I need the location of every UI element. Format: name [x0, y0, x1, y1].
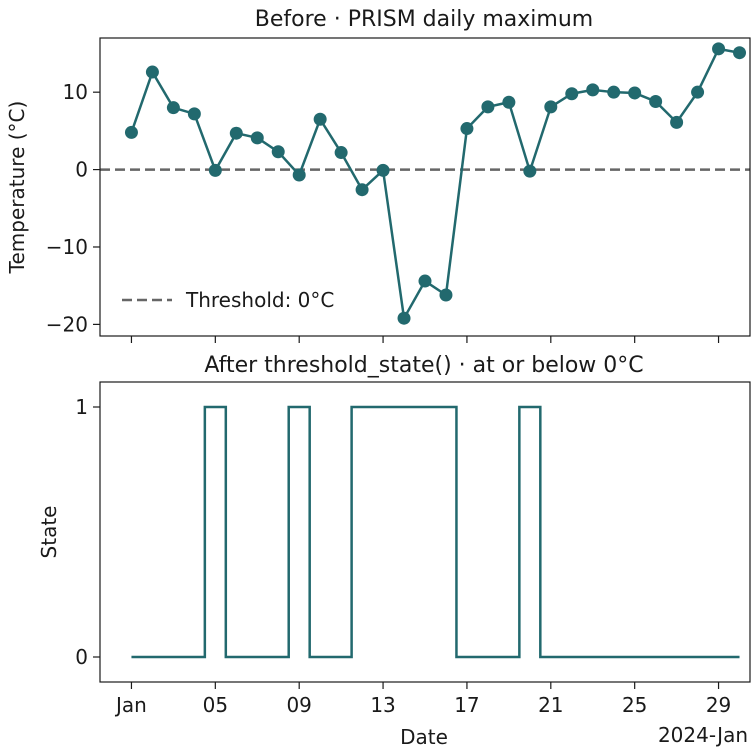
temperature-point [586, 83, 600, 97]
temperature-point [712, 42, 726, 56]
top-y-tick-label: 0 [75, 158, 88, 182]
temperature-point [124, 125, 138, 139]
temperature-point [733, 46, 747, 60]
temperature-point [649, 94, 663, 108]
top-chart-x-ticks [130, 336, 720, 343]
top-chart-ylabel: Temperature (°C) [5, 101, 29, 275]
temperature-series-points [124, 42, 747, 325]
temperature-point [229, 126, 243, 140]
temperature-point [628, 86, 642, 100]
temperature-point [607, 85, 621, 99]
temperature-point [565, 87, 579, 101]
temperature-point [544, 100, 558, 114]
temperature-point [670, 115, 684, 129]
temperature-point [166, 101, 180, 115]
bottom-x-tick-label: 05 [203, 693, 228, 717]
x-offset-label: 2024-Jan [658, 723, 748, 747]
temperature-point [418, 274, 432, 288]
legend: Threshold: 0°C [122, 288, 334, 312]
bottom-y-tick-label: 1 [75, 395, 88, 419]
bottom-chart-x-ticks: Jan 05 09 13 17 21 25 29 [114, 682, 731, 717]
bottom-chart-title: After threshold_state() · at or below 0°… [204, 353, 643, 378]
temperature-point [439, 288, 453, 302]
bottom-x-tick-label: Jan [114, 693, 147, 717]
temperature-series-line [130, 47, 740, 323]
temperature-point [292, 168, 306, 182]
bottom-x-tick-label: 13 [370, 693, 395, 717]
temperature-point [460, 122, 474, 136]
temperature-point [145, 65, 159, 79]
top-chart: Before · PRISM daily maximum Temperature… [5, 7, 751, 343]
top-chart-y-ticks: −20 −10 0 10 [46, 80, 100, 336]
top-chart-frame [99, 37, 751, 337]
top-y-tick-label: 10 [63, 80, 88, 104]
bottom-chart-ylabel: State [37, 506, 61, 559]
state-series-line [131, 405, 740, 659]
temperature-point [523, 164, 537, 178]
temperature-point [376, 163, 390, 177]
temperature-point [271, 145, 285, 159]
bottom-x-tick-label: 21 [538, 693, 563, 717]
temperature-point [481, 100, 495, 114]
temperature-point [208, 163, 222, 177]
temperature-point [250, 131, 264, 145]
bottom-x-tick-label: 25 [622, 693, 647, 717]
top-y-tick-label: −20 [46, 312, 88, 336]
temperature-point [502, 95, 516, 109]
temperature-point [313, 112, 327, 126]
temperature-point [397, 311, 411, 325]
legend-threshold-label: Threshold: 0°C [185, 288, 334, 312]
bottom-chart: After threshold_state() · at or below 0°… [37, 353, 751, 749]
bottom-x-tick-label: 29 [706, 693, 731, 717]
bottom-chart-y-ticks: 01 [75, 395, 100, 669]
temperature-point [355, 183, 369, 197]
bottom-x-tick-label: 17 [454, 693, 479, 717]
bottom-chart-frame [99, 381, 751, 683]
top-chart-title: Before · PRISM daily maximum [255, 7, 593, 32]
bottom-x-tick-label: 09 [286, 693, 311, 717]
temperature-point [691, 85, 705, 99]
temperature-point [334, 146, 348, 160]
bottom-y-tick-label: 0 [75, 645, 88, 669]
top-y-tick-label: −10 [46, 235, 88, 259]
bottom-chart-xlabel: Date [400, 725, 448, 749]
temperature-point [187, 107, 201, 121]
